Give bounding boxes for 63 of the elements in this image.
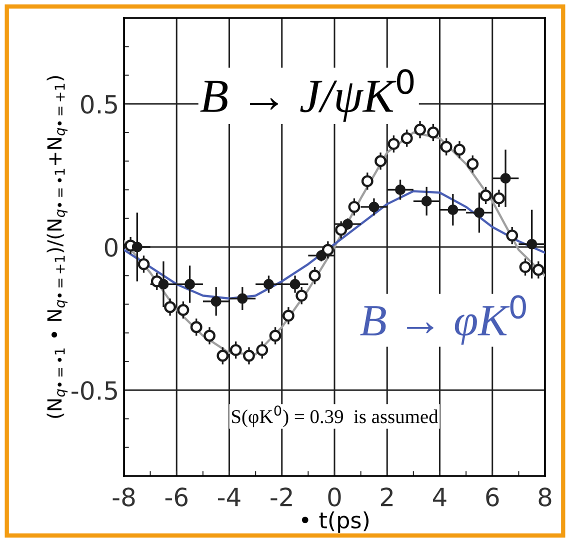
y-tick-label: -0.5 (72, 381, 117, 400)
text: (N$_{q•=•1}$ • N$_{q•=+1}$)/(N$_{q•=•1}$+N$_{q•=+1}$) (46, 76, 68, 418)
x-tick-label: -4 (218, 488, 240, 506)
x-tick-label: 6 (486, 488, 499, 506)
annotation: B → φK$^{0}$ (360, 295, 526, 345)
point (158, 278, 169, 290)
point (466, 158, 479, 170)
point (138, 258, 150, 270)
point (308, 270, 321, 282)
point (388, 138, 400, 150)
point (132, 242, 142, 252)
point (164, 301, 176, 314)
point (210, 296, 222, 307)
point (190, 321, 202, 334)
point (322, 244, 334, 256)
point (296, 290, 308, 302)
point (454, 144, 466, 156)
point (500, 173, 511, 184)
x-tick-label: 8 (538, 488, 552, 506)
x-tick-label: 4 (433, 488, 446, 506)
point (282, 310, 294, 322)
x-axis-title: • t(ps) (302, 511, 369, 533)
point (427, 126, 440, 138)
y-tick-label: 0 (104, 238, 118, 257)
point (316, 250, 327, 261)
annotation: S(φK$^{0}$) = 0.39 is assumed (232, 405, 438, 428)
point (184, 278, 196, 290)
point (506, 230, 518, 242)
point (440, 140, 452, 153)
point (519, 261, 532, 274)
point (361, 175, 374, 188)
point (177, 304, 190, 316)
point (480, 190, 492, 202)
point (204, 330, 216, 342)
point (230, 344, 242, 356)
point (290, 278, 300, 290)
annotation: B → J/ψK$^{0}$ (200, 69, 414, 122)
x-tick-label: -8 (112, 488, 135, 506)
point (335, 224, 348, 236)
x-tick-label: -6 (165, 488, 188, 506)
point (368, 202, 380, 212)
point (414, 124, 426, 136)
point (256, 344, 268, 356)
point (237, 293, 248, 304)
point (532, 264, 544, 276)
point (348, 200, 360, 213)
point (216, 350, 229, 362)
x-tick-label: 2 (381, 488, 393, 506)
point (448, 204, 458, 216)
y-tick-label: 0.5 (81, 94, 117, 114)
point (374, 155, 387, 168)
point (263, 278, 274, 290)
x-tick-label: 0 (328, 488, 341, 506)
point (243, 350, 255, 362)
point (400, 132, 413, 144)
point (492, 192, 505, 204)
point (342, 218, 353, 230)
point (526, 238, 538, 250)
point (421, 196, 432, 206)
point (395, 184, 406, 196)
x-tick-label: -2 (270, 488, 292, 506)
point (269, 330, 282, 342)
point (474, 207, 484, 218)
